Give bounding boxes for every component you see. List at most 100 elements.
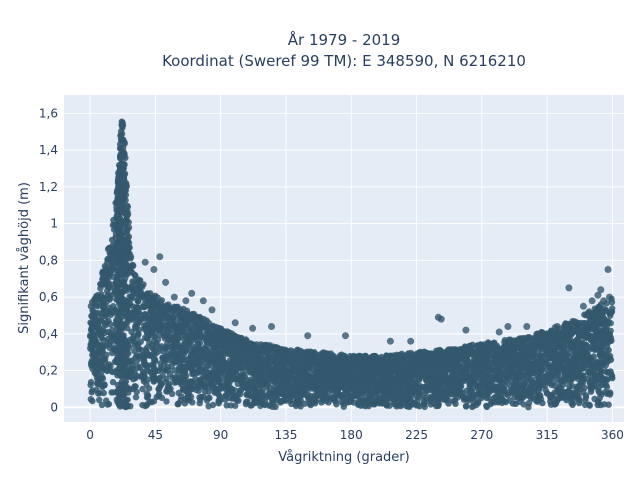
data-point <box>485 395 492 402</box>
data-point <box>355 400 362 407</box>
data-point <box>129 362 136 370</box>
data-point <box>260 361 267 369</box>
data-point <box>389 384 397 391</box>
data-point <box>320 376 327 384</box>
data-point <box>420 349 428 356</box>
data-point <box>592 334 599 341</box>
data-point <box>312 397 319 405</box>
data-point <box>223 331 230 339</box>
data-point <box>406 363 414 370</box>
data-point <box>96 396 103 404</box>
data-point <box>463 387 470 395</box>
data-point <box>359 390 366 397</box>
data-point <box>175 341 183 349</box>
data-point <box>153 299 161 307</box>
data-point <box>168 390 176 398</box>
data-point <box>358 384 365 391</box>
chart-title: År 1979 - 2019 <box>288 30 401 49</box>
data-point <box>104 335 112 343</box>
data-point <box>205 328 212 336</box>
data-point <box>132 394 140 401</box>
data-point <box>397 402 404 410</box>
data-point <box>315 374 322 381</box>
data-point <box>548 327 555 334</box>
data-point <box>166 370 174 378</box>
data-point <box>266 358 273 366</box>
data-point <box>316 381 323 388</box>
data-point <box>279 390 287 398</box>
data-point <box>196 339 204 347</box>
data-point <box>501 387 508 395</box>
data-point <box>287 394 295 402</box>
data-point <box>383 400 391 407</box>
data-point <box>209 401 217 409</box>
data-point <box>422 357 429 364</box>
data-point <box>211 346 219 353</box>
data-point <box>226 371 233 378</box>
data-point <box>573 386 580 393</box>
data-point <box>603 376 610 383</box>
data-point <box>595 399 602 406</box>
data-point <box>239 382 246 389</box>
data-point <box>476 390 483 397</box>
data-point <box>95 324 102 331</box>
data-point <box>506 365 513 372</box>
data-point <box>215 398 222 405</box>
data-point <box>581 320 588 327</box>
data-point <box>367 356 375 363</box>
data-point <box>251 363 258 370</box>
data-point <box>354 368 361 375</box>
data-point <box>520 345 528 352</box>
data-point <box>404 371 412 378</box>
data-point <box>188 385 196 393</box>
data-point <box>87 396 95 403</box>
data-point <box>328 361 335 369</box>
data-point <box>467 379 475 387</box>
data-point <box>218 367 225 374</box>
data-point <box>392 394 399 402</box>
data-point <box>554 330 561 337</box>
data-point <box>219 356 226 363</box>
data-point <box>547 354 555 361</box>
data-point <box>145 385 153 392</box>
data-point <box>569 390 576 397</box>
data-point <box>106 294 114 302</box>
data-point <box>321 349 328 357</box>
data-point <box>555 395 563 402</box>
data-point <box>154 294 161 301</box>
data-point <box>163 398 170 405</box>
data-point <box>264 376 271 383</box>
data-point <box>99 336 107 343</box>
data-point <box>154 367 162 375</box>
data-point <box>89 387 96 394</box>
data-point <box>579 372 586 380</box>
data-point <box>372 390 379 397</box>
data-point <box>481 352 488 359</box>
data-point <box>103 351 110 358</box>
data-point <box>490 383 497 390</box>
data-point <box>100 305 107 312</box>
data-point <box>489 377 496 385</box>
data-point <box>109 303 117 310</box>
data-point <box>401 391 408 399</box>
data-point <box>330 394 337 402</box>
data-point <box>422 387 430 394</box>
data-point <box>91 309 99 316</box>
data-point <box>499 380 507 387</box>
data-point <box>196 400 203 407</box>
data-point <box>414 402 421 409</box>
data-point <box>142 322 150 329</box>
data-point <box>140 378 148 385</box>
data-point <box>187 359 194 366</box>
data-point <box>97 281 104 288</box>
data-point <box>187 393 195 401</box>
data-point <box>491 394 498 401</box>
data-point <box>600 340 608 347</box>
data-point <box>579 365 587 372</box>
data-point <box>242 401 250 408</box>
data-point <box>482 381 489 388</box>
data-point <box>269 354 276 361</box>
data-point <box>210 383 217 390</box>
data-point <box>223 402 230 409</box>
